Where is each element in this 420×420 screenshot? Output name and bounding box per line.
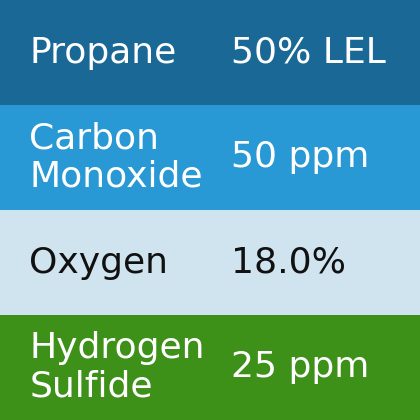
Text: Oxygen: Oxygen — [29, 246, 168, 279]
Text: 50 ppm: 50 ppm — [231, 141, 369, 174]
Text: Propane: Propane — [29, 36, 177, 69]
Text: Hydrogen
Sulfide: Hydrogen Sulfide — [29, 331, 205, 404]
Text: 25 ppm: 25 ppm — [231, 351, 369, 384]
Text: Carbon
Monoxide: Carbon Monoxide — [29, 121, 203, 194]
Bar — [0, 210, 420, 315]
Bar — [0, 315, 420, 420]
Text: 18.0%: 18.0% — [231, 246, 346, 279]
Bar — [0, 105, 420, 210]
Text: 50% LEL: 50% LEL — [231, 36, 386, 69]
Bar — [0, 0, 420, 105]
